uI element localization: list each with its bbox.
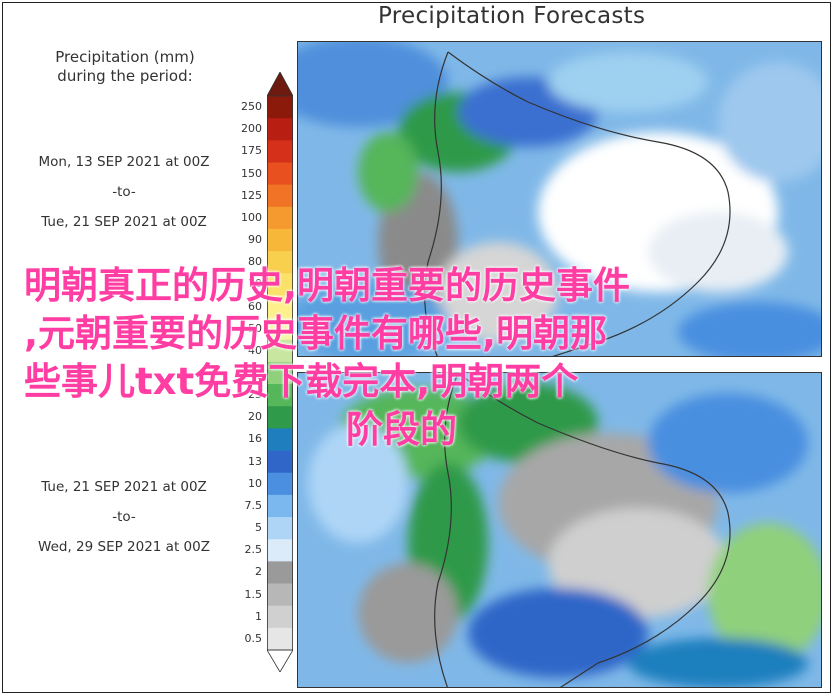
period-1-label: Mon, 13 SEP 2021 at 00Z -to- Tue, 21 SEP… [10,147,238,237]
colorbar-tick-label: 30 [248,366,262,379]
colorbar-tick-label: 250 [241,100,262,114]
colorbar-tick-label: 150 [241,166,262,180]
colorbar-segment [267,494,293,518]
colorbar-segment [267,605,293,629]
colorbar-segment [267,627,293,651]
period-2-end: Wed, 29 SEP 2021 at 00Z [38,539,210,555]
overlay-line-1: 明朝真正的历史,明朝重要的历史事件 [24,264,631,307]
colorbar-segment [267,140,293,163]
colorbar-segment [267,96,293,119]
colorbar-tick-label: 200 [241,122,262,136]
period-2-start: Tue, 21 SEP 2021 at 00Z [41,479,207,495]
colorbar-tick-label: 175 [241,144,262,158]
colorbar-segment [267,450,293,474]
colorbar-tick-label: 80 [248,255,262,269]
period-1-end: Tue, 21 SEP 2021 at 00Z [41,214,207,230]
legend-title-line1: Precipitation (mm) [55,48,195,66]
colorbar-segment [267,273,293,296]
colorbar-tick-label: 125 [241,188,262,202]
colorbar-frame [267,95,293,651]
colorbar-segment [267,384,293,407]
colorbar-tick-label: 2 [255,565,262,579]
colorbar-tick-label: 1.5 [244,587,263,601]
colorbar-tick-label: 100 [241,210,262,224]
colorbar-tick-label: 90 [248,233,262,247]
colorbar-segment [267,561,293,585]
colorbar-segment [267,406,293,429]
overlay-line-4: 阶段的 [346,408,457,451]
map-2-svg [298,373,821,687]
colorbar-tick-label: 60 [248,299,262,313]
period-1-separator: -to- [112,184,136,200]
period-1-start: Mon, 13 SEP 2021 at 00Z [38,154,210,170]
colorbar-segment [267,184,293,208]
colorbar-segment [267,251,293,274]
legend-title: Precipitation (mm) during the period: [20,48,230,86]
colorbar-segment [267,583,293,607]
colorbar-tick-label: 20 [248,410,262,424]
colorbar-segment [267,339,293,363]
colorbar-segment [267,361,293,385]
colorbar-segment [267,317,293,341]
figure-title: Precipitation Forecasts [378,3,646,29]
colorbar-bottom-cap [267,649,293,672]
overlay-line-2: ,元朝重要的历史事件有哪些,明朝那 [24,312,608,355]
colorbar-top-cap [267,72,293,97]
colorbar-segment [267,228,293,252]
colorbar-segment [267,295,293,319]
colorbar-tick-label: 50 [248,321,262,335]
forecast-map-period-2 [297,372,822,688]
colorbar-tick-label: 25 [248,388,262,402]
period-2-separator: -to- [112,509,136,525]
colorbar-tick-label: 70 [248,277,262,291]
colorbar-segment [267,472,293,496]
legend-title-line2: during the period: [57,67,193,85]
colorbar-tick-label: 10 [248,476,262,490]
colorbar-tick-label: 7.5 [244,498,263,512]
period-2-label: Tue, 21 SEP 2021 at 00Z -to- Wed, 29 SEP… [10,472,238,562]
map-1-svg [298,42,821,356]
colorbar-tick-label: 13 [248,454,262,468]
colorbar-segment [267,162,293,186]
colorbar-segment [267,428,293,452]
overlay-line-3: 些事儿txt免费下载完本,明朝两个 [24,360,579,403]
colorbar-segment [267,206,293,230]
colorbar-tick-label: 0.5 [244,631,263,645]
watermark-overlay-text: 明朝真正的历史,明朝重要的历史事件 ,元朝重要的历史事件有哪些,明朝那 些事儿t… [24,262,804,454]
precipitation-colorbar [267,72,293,672]
colorbar-tick-label: 16 [248,432,262,446]
colorbar-tick-label: 5 [255,521,262,535]
colorbar-tick-label: 2.5 [244,543,263,557]
forecast-map-period-1 [297,41,822,357]
colorbar-segment [267,118,293,141]
colorbar-segment [267,539,293,562]
colorbar-segment [267,517,293,540]
colorbar-tick-label: 40 [248,343,262,357]
colorbar-tick-label: 1 [255,609,262,623]
